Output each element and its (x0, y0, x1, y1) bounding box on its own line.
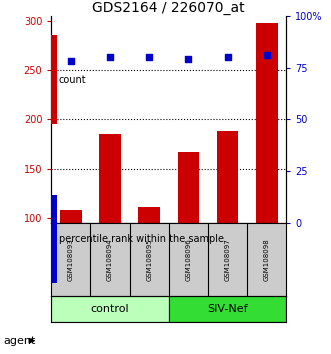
Point (186, 57, 191, 62)
Bar (256, 23, 277, 223)
Title: GDS2164 / 226070_at: GDS2164 / 226070_at (92, 1, 245, 15)
Bar (138, 207, 160, 223)
Text: GSM108097: GSM108097 (224, 238, 231, 281)
Point (68, 59, 73, 64)
Bar (99, 134, 121, 223)
Point (264, 52, 269, 58)
Text: GSM108095: GSM108095 (146, 238, 152, 281)
Text: SIV-Nef: SIV-Nef (207, 304, 248, 314)
Text: count: count (59, 75, 86, 85)
Text: GSM108093: GSM108093 (68, 238, 74, 281)
Bar (51, 296, 169, 322)
Bar (217, 131, 238, 223)
Bar (60, 210, 82, 223)
Text: agent: agent (3, 336, 36, 346)
Point (107, 55, 113, 60)
Text: GSM108096: GSM108096 (185, 238, 191, 281)
Text: percentile rank within the sample: percentile rank within the sample (59, 234, 224, 244)
Text: GSM108098: GSM108098 (264, 238, 270, 281)
Bar (169, 296, 286, 322)
Bar (178, 152, 199, 223)
Point (147, 55, 152, 60)
Point (225, 55, 230, 60)
Text: GSM108094: GSM108094 (107, 238, 113, 281)
Text: control: control (91, 304, 129, 314)
